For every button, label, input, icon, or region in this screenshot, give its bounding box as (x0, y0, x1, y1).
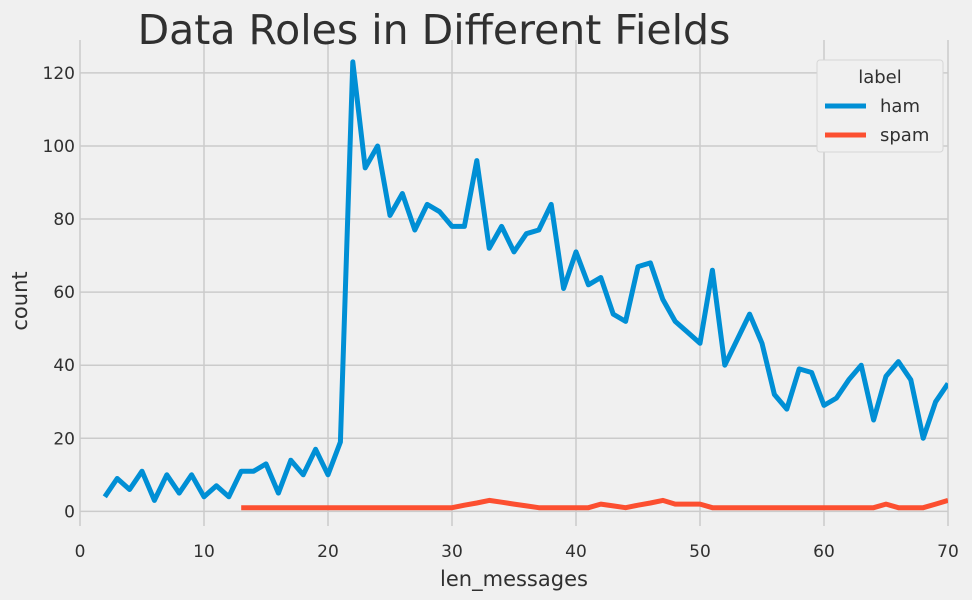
legend-title: label (858, 67, 902, 88)
x-tick-label: 10 (193, 542, 215, 562)
legend-label-spam: spam (880, 125, 929, 146)
y-tick-label: 100 (43, 137, 75, 157)
x-tick-label: 0 (75, 542, 86, 562)
x-axis-label: len_messages (440, 567, 588, 592)
legend-box (816, 59, 944, 153)
series-lines (102, 59, 948, 511)
chart-title: Data Roles in Different Fields (138, 6, 731, 54)
legend-label-ham: ham (880, 96, 920, 117)
y-tick-label: 20 (53, 429, 75, 449)
x-tick-label: 50 (689, 542, 711, 562)
y-tick-label: 80 (53, 210, 75, 230)
y-tick-label: 40 (53, 356, 75, 376)
y-tick-label: 60 (53, 283, 75, 303)
series-line-spam (241, 497, 948, 511)
y-tick-label: 120 (43, 64, 75, 84)
grid (79, 40, 949, 526)
legend: label ham spam (816, 59, 944, 153)
x-tick-label: 20 (317, 542, 339, 562)
y-tick-label: 0 (64, 502, 75, 522)
x-tick-label: 30 (441, 542, 463, 562)
x-tick-label: 70 (937, 542, 959, 562)
x-tick-label: 60 (813, 542, 835, 562)
x-tick-label: 40 (565, 542, 587, 562)
tick-labels: 0 10 20 30 40 50 60 70 0 20 40 60 80 100 120 (43, 64, 959, 562)
series-line-ham (102, 59, 948, 503)
y-axis-label: count (8, 271, 32, 330)
